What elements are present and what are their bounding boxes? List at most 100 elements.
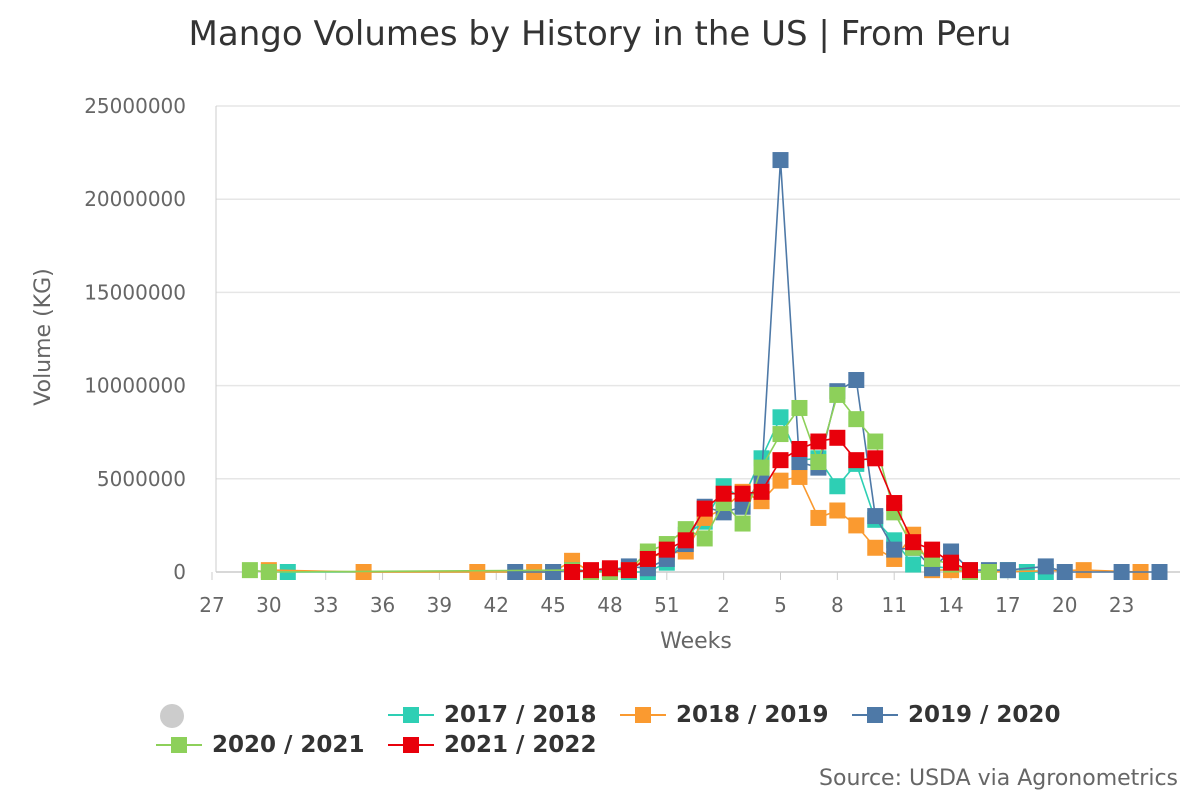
legend-item-2021-2022[interactable]: 2021 / 2022 xyxy=(388,732,596,758)
data-point-2019-2020 xyxy=(791,454,808,471)
legend-marker-icon xyxy=(156,735,202,755)
x-tick-label: 5 xyxy=(774,593,787,617)
x-tick-label: 20 xyxy=(1052,593,1077,617)
x-tick-label: 23 xyxy=(1109,593,1134,617)
data-point-2021-2022 xyxy=(753,483,770,500)
data-point-2020-2021 xyxy=(734,515,751,532)
data-point-2020-2021 xyxy=(848,411,865,428)
data-point-2018-2019 xyxy=(1075,562,1092,579)
data-point-2021-2022 xyxy=(564,564,581,580)
x-tick-label: 51 xyxy=(654,593,679,617)
y-tick-label: 20000000 xyxy=(84,187,186,211)
data-point-2021-2022 xyxy=(791,440,808,457)
data-point-2021-2022 xyxy=(601,560,618,577)
legend-label: 2019 / 2020 xyxy=(908,702,1061,728)
x-tick-label: 27 xyxy=(199,593,224,617)
y-tick-label: 25000000 xyxy=(84,94,186,118)
data-point-2021-2022 xyxy=(715,485,732,502)
data-point-2020-2021 xyxy=(810,454,827,471)
x-tick-label: 8 xyxy=(831,593,844,617)
data-point-2021-2022 xyxy=(848,452,865,469)
data-point-2019-2020 xyxy=(1056,564,1073,580)
chart-legend: 2017 / 2018 2018 / 2019 2019 / 2020 2020… xyxy=(0,700,1200,770)
legend-label: 2021 / 2022 xyxy=(444,732,597,758)
data-point-2021-2022 xyxy=(734,485,751,502)
chart-title: Mango Volumes by History in the US | Fro… xyxy=(188,14,1012,54)
x-tick-label: 11 xyxy=(881,593,906,617)
data-point-2019-2020 xyxy=(507,564,524,580)
data-point-2018-2019 xyxy=(791,468,808,485)
legend-circle-icon[interactable] xyxy=(160,704,184,728)
data-point-2021-2022 xyxy=(696,500,713,517)
data-point-2021-2022 xyxy=(829,429,846,446)
data-point-2020-2021 xyxy=(753,459,770,476)
data-point-2018-2019 xyxy=(469,564,486,580)
x-tick-label: 36 xyxy=(370,593,395,617)
x-tick-label: 33 xyxy=(313,593,338,617)
data-point-2021-2022 xyxy=(620,562,637,579)
data-point-2021-2022 xyxy=(583,562,599,579)
data-point-2018-2019 xyxy=(867,539,884,556)
data-point-2021-2022 xyxy=(639,550,656,567)
data-point-2021-2022 xyxy=(886,495,903,512)
data-point-2020-2021 xyxy=(696,530,713,547)
data-point-2021-2022 xyxy=(677,532,694,549)
data-point-2020-2021 xyxy=(791,399,808,416)
x-tick-label: 39 xyxy=(427,593,452,617)
data-point-2021-2022 xyxy=(905,534,922,551)
y-tick-label: 15000000 xyxy=(84,280,186,304)
legend-label: 2020 / 2021 xyxy=(212,732,365,758)
legend-item-2017-2018[interactable]: 2017 / 2018 xyxy=(388,702,596,728)
y-tick-label: 10000000 xyxy=(84,374,186,398)
data-point-2019-2020 xyxy=(1037,558,1054,575)
data-point-2021-2022 xyxy=(772,452,789,469)
data-point-2021-2022 xyxy=(810,433,827,450)
legend-marker-icon xyxy=(388,705,434,725)
y-tick-label: 0 xyxy=(173,560,186,584)
legend-label: 2018 / 2019 xyxy=(676,702,829,728)
x-tick-label: 42 xyxy=(484,593,509,617)
data-point-2017-2018 xyxy=(772,409,789,426)
data-point-2019-2020 xyxy=(545,564,562,580)
data-point-2021-2022 xyxy=(658,541,675,558)
y-axis-label: Volume (KG) xyxy=(31,268,56,405)
data-point-2021-2022 xyxy=(867,450,884,467)
x-tick-label: 2 xyxy=(717,593,730,617)
data-point-2019-2020 xyxy=(886,541,903,558)
legend-item-2020-2021[interactable]: 2020 / 2021 xyxy=(156,732,364,758)
data-point-2019-2020 xyxy=(999,562,1016,579)
data-point-2019-2020 xyxy=(867,508,884,525)
chart-plot: 0 5000000 10000000 15000000 20000000 25000000… xyxy=(31,94,1180,654)
x-tick-label: 48 xyxy=(597,593,622,617)
x-axis-label: Weeks xyxy=(660,629,732,654)
data-point-2018-2019 xyxy=(848,517,865,534)
x-tick-label: 14 xyxy=(938,593,963,617)
data-point-2020-2021 xyxy=(867,433,884,450)
data-point-2018-2019 xyxy=(772,472,789,489)
legend-marker-icon xyxy=(852,705,898,725)
data-point-2020-2021 xyxy=(260,564,277,580)
x-tick-label: 30 xyxy=(256,593,281,617)
data-point-2021-2022 xyxy=(924,541,941,558)
data-point-2021-2022 xyxy=(962,562,978,579)
data-point-2019-2020 xyxy=(848,372,865,389)
data-point-2019-2020 xyxy=(1113,564,1130,580)
data-point-2018-2019 xyxy=(810,509,827,526)
x-tick-label: 17 xyxy=(995,593,1020,617)
legend-item-2018-2019[interactable]: 2018 / 2019 xyxy=(620,702,828,728)
data-point-2020-2021 xyxy=(829,386,846,403)
data-point-2020-2021 xyxy=(772,426,789,443)
data-point-2019-2020 xyxy=(772,152,789,169)
data-point-2021-2022 xyxy=(943,554,960,571)
data-point-2018-2019 xyxy=(829,502,846,519)
x-tick-label: 45 xyxy=(540,593,565,617)
data-point-2020-2021 xyxy=(980,564,997,580)
data-point-2019-2020 xyxy=(1151,564,1168,580)
legend-label: 2017 / 2018 xyxy=(444,702,597,728)
series-line-2021-2022 xyxy=(571,436,971,573)
data-point-2017-2018 xyxy=(905,556,922,573)
data-point-2020-2021 xyxy=(241,562,258,579)
legend-item-2019-2020[interactable]: 2019 / 2020 xyxy=(852,702,1060,728)
source-note: Source: USDA via Agronometrics xyxy=(819,766,1178,791)
legend-marker-icon xyxy=(620,705,666,725)
